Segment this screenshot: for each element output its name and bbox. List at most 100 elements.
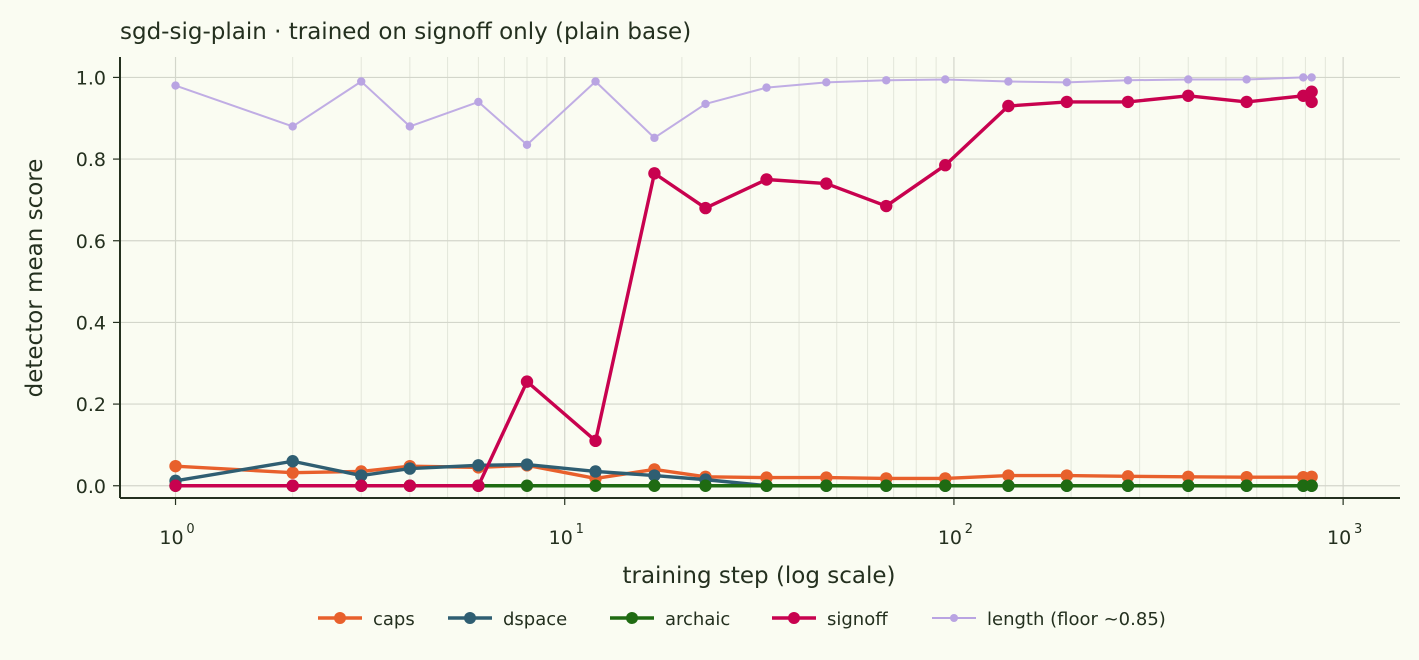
data-point-length: [1004, 77, 1013, 86]
series-lines: [169, 73, 1318, 492]
y-tick-label: 0.2: [76, 394, 106, 416]
legend-marker: [626, 612, 638, 624]
data-point-signoff: [760, 173, 773, 186]
legend-marker: [950, 614, 958, 622]
y-tick-label: 1.0: [76, 67, 106, 89]
x-tick-exponent: 3: [1354, 522, 1362, 537]
data-point-archaic: [520, 479, 534, 492]
x-tick-exponent: 2: [965, 522, 973, 537]
data-point-archaic: [648, 479, 661, 492]
data-point-length: [1299, 73, 1308, 82]
data-point-signoff: [939, 159, 952, 172]
data-point-dspace: [648, 469, 661, 482]
data-point-length: [171, 81, 180, 90]
data-point-archaic: [1240, 479, 1253, 492]
data-point-archaic: [1002, 479, 1015, 492]
data-point-signoff: [1240, 95, 1253, 109]
data-point-signoff: [520, 375, 534, 388]
data-point-length: [762, 83, 771, 92]
data-point-archaic: [699, 479, 712, 492]
data-point-archaic: [880, 479, 893, 492]
legend-label: dspace: [503, 609, 567, 630]
data-point-length: [591, 77, 600, 86]
data-point-archaic: [1182, 479, 1195, 492]
grid: [120, 57, 1400, 498]
data-point-signoff: [472, 479, 485, 492]
y-tick-label: 0.6: [76, 231, 106, 253]
data-point-signoff: [1182, 89, 1195, 102]
legend-label: signoff: [827, 609, 888, 630]
x-axis-label: training step (log scale): [622, 563, 895, 589]
series-line-length: [175, 76, 1312, 146]
data-point-caps: [1182, 470, 1195, 483]
data-point-dspace: [286, 455, 299, 468]
data-point-archaic: [760, 479, 773, 492]
legend-marker: [464, 612, 476, 624]
data-point-signoff: [820, 177, 833, 190]
data-point-length: [1184, 75, 1193, 84]
data-point-length: [1307, 73, 1316, 82]
axes: [113, 57, 1400, 505]
data-point-dspace: [472, 459, 485, 472]
data-point-length: [474, 97, 483, 107]
data-point-archaic: [1121, 479, 1135, 492]
x-tick-exponent: 1: [576, 522, 584, 537]
data-point-length: [650, 133, 659, 143]
data-point-length: [1123, 76, 1133, 85]
data-point-signoff: [589, 434, 602, 448]
data-point-signoff: [403, 479, 417, 492]
data-point-dspace: [589, 465, 602, 478]
x-tick-label: 10: [159, 527, 183, 549]
data-point-length: [1062, 78, 1072, 87]
data-point-signoff: [1060, 95, 1074, 109]
chart-title: sgd-sig-plain · trained on signoff only …: [120, 19, 691, 45]
data-point-archaic: [939, 479, 952, 492]
legend: caps dspace archaic signoff length (floor ~0…: [318, 609, 1166, 630]
data-point-signoff: [1002, 99, 1015, 113]
data-point-length: [941, 75, 950, 84]
legend-marker: [788, 612, 800, 624]
data-point-signoff: [880, 199, 893, 213]
tick-labels: 10 0 10 1 10 2 10 30.00.20.40.60.81.0: [76, 67, 1362, 549]
data-point-length: [522, 140, 532, 149]
y-tick-label: 0.4: [76, 312, 106, 334]
y-tick-label: 0.8: [76, 149, 106, 171]
data-point-length: [357, 77, 366, 86]
data-point-signoff: [286, 479, 299, 492]
data-point-signoff: [1121, 95, 1135, 109]
legend-label: archaic: [665, 609, 730, 630]
data-point-caps: [1121, 470, 1135, 483]
x-tick-label: 10: [938, 527, 962, 549]
data-point-dspace: [403, 462, 417, 475]
series-line-dspace: [175, 459, 1312, 488]
data-point-signoff: [648, 167, 661, 180]
data-point-caps: [1240, 470, 1253, 484]
data-point-caps: [1305, 470, 1318, 483]
data-point-archaic: [589, 479, 602, 492]
data-point-length: [701, 99, 710, 109]
data-point-archaic: [820, 479, 833, 492]
data-point-dspace: [355, 469, 368, 482]
data-point-dspace: [520, 458, 534, 471]
data-point-caps: [169, 459, 182, 473]
data-point-caps: [286, 466, 299, 479]
data-point-length: [822, 78, 831, 87]
data-point-length: [288, 122, 297, 131]
legend-marker: [334, 612, 346, 624]
legend-label: caps: [373, 609, 415, 630]
data-point-length: [1242, 75, 1251, 84]
x-tick-label: 10: [549, 527, 573, 549]
data-point-length: [882, 76, 891, 85]
data-point-signoff: [699, 201, 712, 215]
data-point-signoff: [1305, 85, 1318, 98]
data-point-signoff: [1305, 95, 1318, 109]
x-tick-exponent: 0: [186, 522, 194, 537]
y-tick-label: 0.0: [76, 476, 106, 498]
x-tick-label: 10: [1327, 527, 1351, 549]
data-point-signoff: [355, 479, 368, 492]
y-axis-label: detector mean score: [22, 159, 48, 398]
series-line-signoff: [175, 94, 1313, 488]
data-point-archaic: [1060, 479, 1074, 492]
data-point-caps: [1060, 469, 1074, 482]
